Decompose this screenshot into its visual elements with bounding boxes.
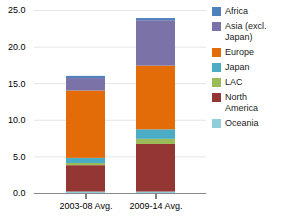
svg-text:2003-08 Avg.: 2003-08 Avg. <box>60 201 113 211</box>
svg-text:15.0: 15.0 <box>8 79 26 89</box>
svg-text:2009-14 Avg.: 2009-14 Avg. <box>130 201 183 211</box>
html-text:Africa: Africa <box>225 6 248 16</box>
svg-text:10.0: 10.0 <box>8 115 26 125</box>
svg-text:25.0: 25.0 <box>8 5 26 15</box>
html-text:LAC: LAC <box>225 77 243 87</box>
html-text:Oceania: Oceania <box>225 118 259 128</box>
html-text:Asia (excl. Japan): Asia (excl. Japan) <box>225 21 267 42</box>
html-text:North America: North America <box>225 92 258 113</box>
svg-text:20.0: 20.0 <box>8 42 26 52</box>
html-text:Japan: Japan <box>225 62 250 72</box>
html-text:Europe: Europe <box>225 47 254 57</box>
svg-text:5.0: 5.0 <box>13 152 26 162</box>
svg-text:0.0: 0.0 <box>13 188 26 198</box>
